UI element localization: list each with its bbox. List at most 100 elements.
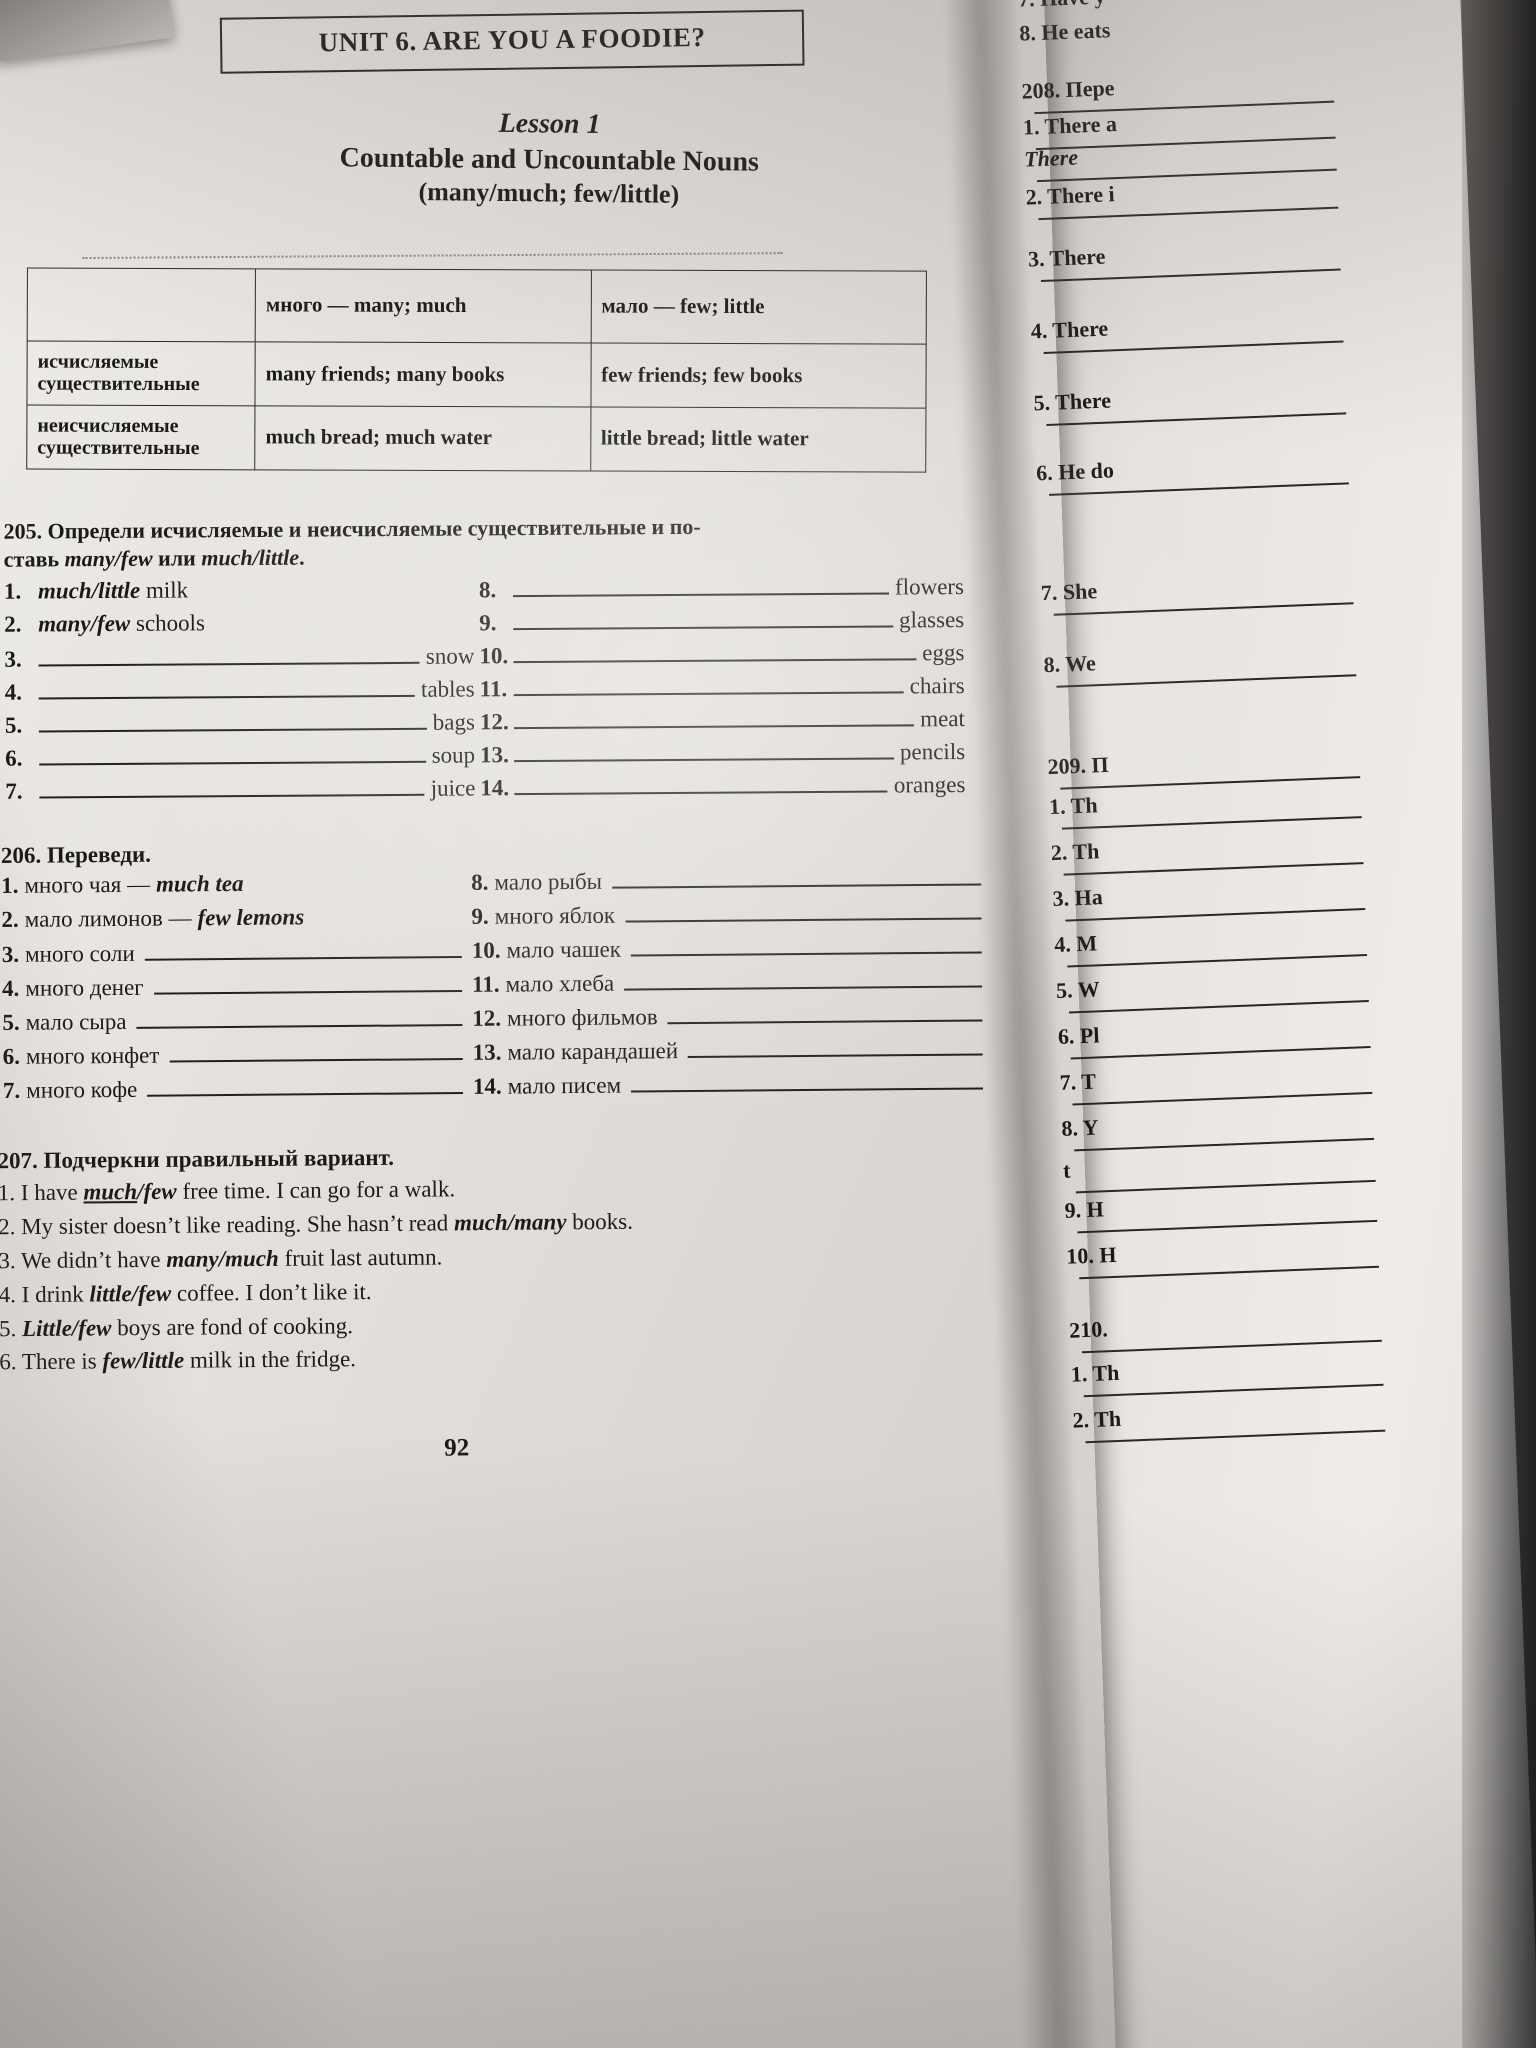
answer-blank-line[interactable] <box>624 966 983 991</box>
item-number: 6. <box>5 745 23 771</box>
item-word: oranges <box>893 772 966 798</box>
item-number: 7. <box>5 778 23 804</box>
answer-blank-line[interactable] <box>630 932 982 957</box>
exercise-205-instruction-pre: ставь <box>3 545 65 572</box>
answer-blank-line[interactable] <box>39 740 426 766</box>
answer-blank-line[interactable] <box>169 1038 463 1063</box>
exercise-205-item: 8. flowers <box>479 572 964 608</box>
right-page-blank-line <box>1067 954 1368 968</box>
right-page-blank-line <box>1065 908 1366 922</box>
item-word: chairs <box>909 673 965 699</box>
answer-blank-line[interactable] <box>38 641 420 667</box>
lesson-subtopic: (many/much; few/little) <box>418 177 680 209</box>
answer-blank-line[interactable] <box>688 1034 983 1059</box>
exercise-206-item: 7. много кофе <box>2 1072 464 1111</box>
answer-blank-line[interactable] <box>513 671 904 697</box>
right-page-blank-line <box>1077 1219 1378 1234</box>
exercise-205-option-b: much/little <box>201 544 300 570</box>
answer-option[interactable]: few <box>143 1178 177 1205</box>
answer-blank-line[interactable] <box>513 605 894 631</box>
answer-blank-line[interactable] <box>136 1004 463 1029</box>
sentence-text: I have <box>20 1179 84 1206</box>
item-number: 12. <box>472 1005 502 1031</box>
right-page-blank-line <box>1061 816 1362 830</box>
exercise-206-item: 13. мало карандашей <box>473 1034 983 1072</box>
answer-blank-line[interactable] <box>39 773 425 799</box>
answer-blank-line[interactable] <box>147 1072 464 1097</box>
answer-blank-line[interactable] <box>38 674 416 700</box>
answer-blank-line[interactable] <box>667 1000 983 1025</box>
right-page-blank-line <box>1074 1137 1375 1152</box>
item-number: 14. <box>480 775 510 801</box>
left-page-content: UNIT 6. ARE YOU A FOODIE? Lesson 1 Count… <box>0 9 983 1462</box>
grammar-table-col-header-0 <box>27 268 256 342</box>
item-word: schools <box>130 610 206 636</box>
exercise-205-item: 14. oranges <box>480 770 965 806</box>
item-answer: much tea <box>155 870 244 897</box>
answer-blank-line[interactable] <box>513 704 915 730</box>
grammar-table-row-label-0: исчисляемые существительные <box>26 341 256 406</box>
right-page-blank-line <box>1063 862 1364 876</box>
photo-right-dark-edge <box>1462 0 1536 2048</box>
grammar-table-col-header-1: много — many; much <box>255 268 591 344</box>
right-page-blank-line <box>1060 776 1361 790</box>
grammar-table-cell-many-0: many friends; many books <box>255 341 591 407</box>
exercise-205-item: 10. eggs <box>479 638 965 674</box>
exercise-205-item: 1. much/little milk <box>4 575 474 611</box>
exercise-206-item: 9. много яблок <box>471 898 982 936</box>
answer-blank-line[interactable] <box>611 864 982 889</box>
item-russian-phrase: мало сыра <box>25 1008 127 1035</box>
answer-blank-line[interactable] <box>512 572 890 598</box>
exercise-207-item: 3. We didn’t have many/much fruit last a… <box>0 1238 979 1276</box>
answer-option[interactable]: many/much <box>166 1245 279 1272</box>
exercise-205-number: 205. <box>3 518 43 544</box>
item-word: flowers <box>894 574 965 600</box>
answer-blank-line[interactable] <box>144 936 462 961</box>
item-russian-phrase: много яблок <box>494 902 616 929</box>
answer-option[interactable]: few/little <box>102 1348 185 1374</box>
answer-blank-line[interactable] <box>630 1068 983 1093</box>
right-page-blank-line <box>1038 206 1339 221</box>
item-number: 7. <box>2 1077 21 1103</box>
exercise-205-instruction-line1: Определи исчисляемые и неисчисляемые сущ… <box>47 513 701 544</box>
right-page-blank-line <box>1037 168 1337 183</box>
item-number: 11. <box>471 971 500 997</box>
answer-blank-line[interactable] <box>38 707 427 733</box>
item-number: 11. <box>479 676 508 702</box>
sentence-text: free time. I can go for a walk. <box>176 1176 456 1204</box>
answer-blank-line[interactable] <box>514 770 888 796</box>
answer-option[interactable]: little/few <box>89 1280 172 1307</box>
page-number: 92 <box>444 1434 470 1462</box>
answer-blank-line[interactable] <box>624 898 982 923</box>
answer-blank-line[interactable] <box>514 737 895 763</box>
exercise-205-item: 13. pencils <box>480 737 965 773</box>
exercise-207: 207. Подчеркни правильный вариант. 1. I … <box>0 1140 979 1378</box>
exercise-207-item: 6. There is few/little milk in the fridg… <box>0 1339 979 1377</box>
exercise-206-item: 10. мало чашек <box>472 932 982 970</box>
item-word: snow <box>425 643 475 669</box>
item-number: 12. <box>479 709 509 735</box>
item-number: 4. <box>4 679 23 705</box>
item-russian-phrase: мало писем <box>507 1072 622 1099</box>
answer-option-selected[interactable]: much <box>83 1179 138 1205</box>
exercise-205: 205. Определи исчисляемые и неисчисляемы… <box>3 511 965 809</box>
item-number: 2. <box>0 1213 22 1240</box>
decorative-dotted-rule <box>82 252 783 260</box>
grammar-table-cell-many-1: much bread; much water <box>254 405 591 471</box>
exercise-205-item: 6. soup <box>5 740 475 776</box>
exercise-206-item: 6. много конфет <box>3 1038 463 1077</box>
item-word: meat <box>920 706 965 732</box>
answer-option[interactable]: much/many <box>453 1209 567 1236</box>
exercise-207-item: 1. I have much/few free time. I can go f… <box>0 1170 978 1208</box>
answer-blank-line[interactable] <box>153 970 463 995</box>
answer-option[interactable]: Little/few <box>21 1314 112 1341</box>
answer-blank-line[interactable] <box>513 638 917 664</box>
exercise-205-instruction-end: . <box>299 544 305 570</box>
exercise-206-instruction-text: Переведи. <box>46 841 152 868</box>
exercise-206-number: 206. <box>0 842 42 868</box>
right-page-blank-line <box>1070 1045 1371 1060</box>
grammar-table-col-header-2: мало — few; little <box>590 270 927 345</box>
item-number: 3. <box>0 1247 22 1274</box>
item-number: 1. <box>1 872 19 898</box>
